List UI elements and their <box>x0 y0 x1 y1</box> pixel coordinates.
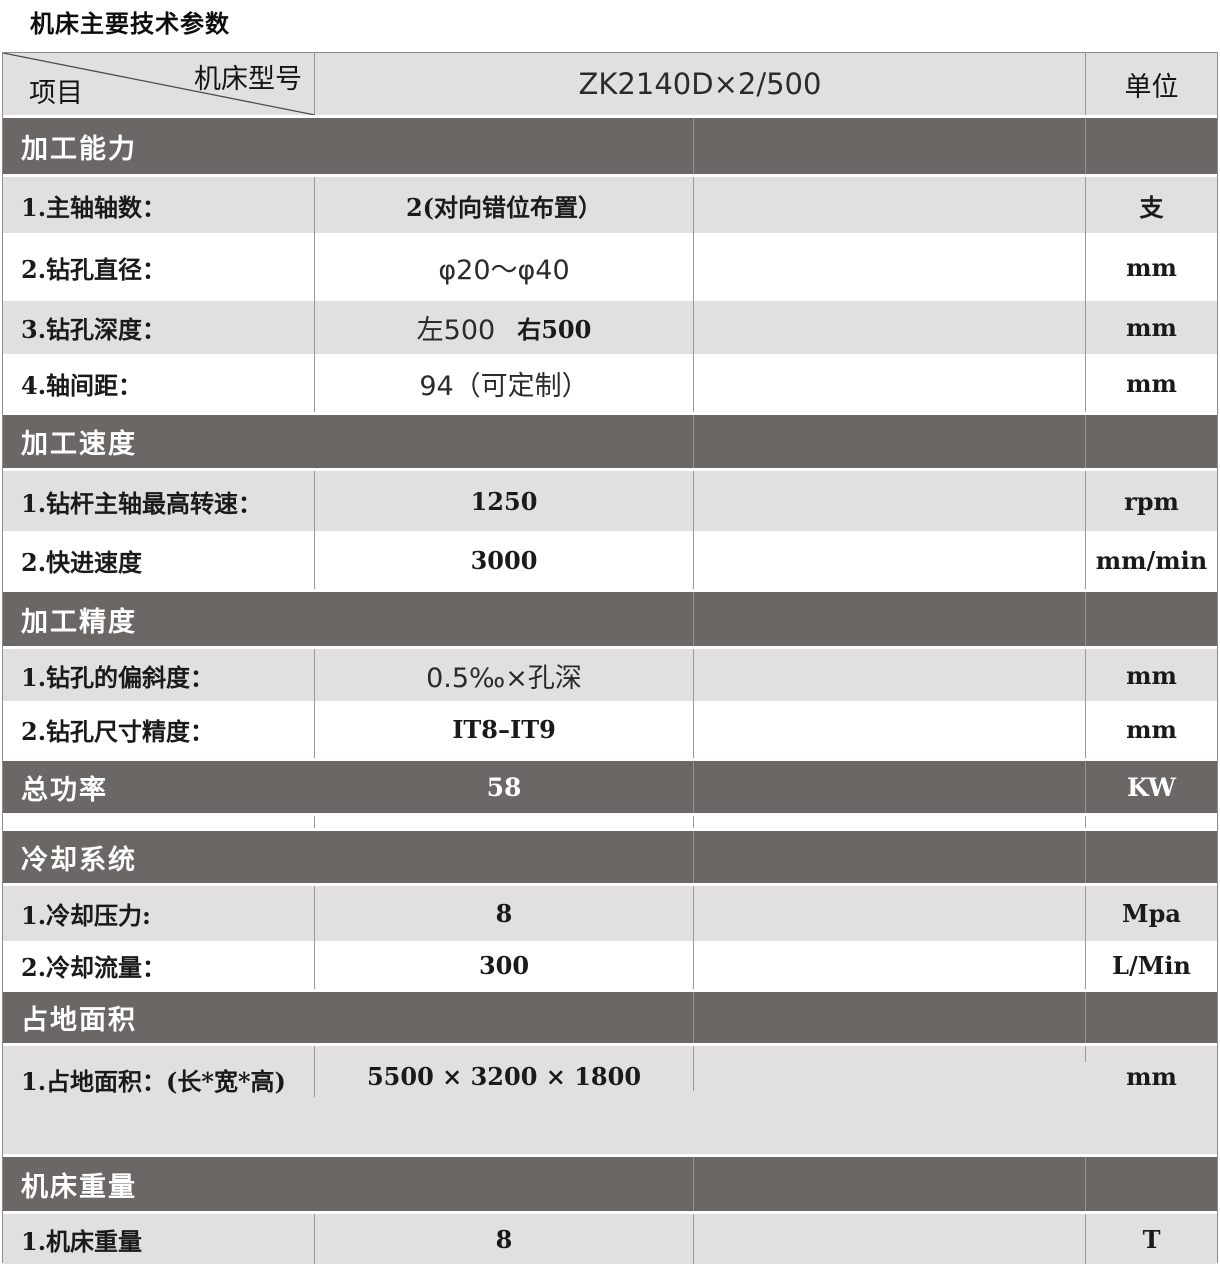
row-value: 2(对向错位布置） <box>315 177 694 233</box>
row-unit: mm <box>1126 715 1177 744</box>
band-label: 加工精度 <box>21 606 137 638</box>
row-label: 1.占地面积：(长*宽*高) <box>3 1046 315 1097</box>
row-value: 左500 右500 <box>315 301 694 354</box>
row-unit: mm <box>1126 660 1177 690</box>
table-row: 1.钻杆主轴最高转速： 1250 rpm <box>3 471 1217 531</box>
row-label: 1.冷却压力: <box>3 886 315 941</box>
row-label: 1.钻杆主轴最高转速： <box>3 471 315 531</box>
header-diagonal-cell: 机床型号 项目 <box>3 53 315 115</box>
header-unit-label: 单位 <box>1124 71 1179 103</box>
row-value: 5500 × 3200 × 1800 <box>315 1046 694 1091</box>
page-title: 机床主要技术参数 <box>30 10 230 38</box>
band-label: 加工速度 <box>21 429 137 460</box>
table-row: 3.钻孔深度： 左500 右500 mm <box>3 301 1217 354</box>
row-unit: mm <box>1126 313 1177 342</box>
row-value-right: 右500 <box>517 315 592 344</box>
row-value: 0.5‰×孔深 <box>315 649 694 701</box>
band-machining-capacity: 加工能力 <box>3 115 1217 177</box>
table-row: 4.轴间距： 94（可定制） mm <box>3 354 1217 412</box>
band-label: 占地面积 <box>21 1005 137 1036</box>
table-row: 1.钻孔的偏斜度： 0.5‰×孔深 mm <box>3 649 1217 701</box>
row-value: 300 <box>315 941 694 989</box>
band-floor-space: 占地面积 <box>3 989 1217 1046</box>
row-label: 3.钻孔深度： <box>3 301 315 354</box>
row-value: IT8–IT9 <box>315 701 694 758</box>
band-label: 机床重量 <box>21 1171 137 1203</box>
band-unit: KW <box>1127 772 1176 802</box>
row-unit: mm/min <box>1095 545 1208 575</box>
band-cooling-system: 冷却系统 <box>3 828 1217 886</box>
header-machine-model-label: 机床型号 <box>194 64 302 95</box>
band-label: 冷却系统 <box>21 844 137 876</box>
diagonal-line <box>3 53 315 115</box>
row-value: 8 <box>315 1214 694 1264</box>
row-value: φ20～φ40 <box>315 233 694 301</box>
band-value: 58 <box>315 761 694 813</box>
band-machining-accuracy: 加工精度 <box>3 589 1217 649</box>
row-unit: 支 <box>1139 192 1164 222</box>
row-label: 1.主轴轴数： <box>3 177 315 233</box>
table-spacer <box>3 816 1217 828</box>
band-total-power: 总功率 58 KW <box>3 758 1217 816</box>
row-unit: mm <box>1126 368 1177 398</box>
row-unit: T <box>1142 1224 1161 1254</box>
row-value: 3000 <box>315 531 694 589</box>
row-unit: rpm <box>1124 486 1179 516</box>
row-label: 2.钻孔尺寸精度： <box>3 701 315 758</box>
row-value: 8 <box>315 886 694 941</box>
row-label: 2.快进速度 <box>3 531 315 589</box>
table-row: 1.主轴轴数： 2(对向错位布置） 支 <box>3 177 1217 233</box>
row-label: 1.钻孔的偏斜度： <box>3 649 315 701</box>
table-row: 1.冷却压力: 8 Mpa <box>3 886 1217 941</box>
band-label: 总功率 <box>21 774 108 806</box>
table-row: 2.冷却流量： 300 L/Min <box>3 941 1217 989</box>
table-row: 2.钻孔尺寸精度： IT8–IT9 mm <box>3 701 1217 758</box>
table-row: 1.机床重量 8 T <box>3 1214 1217 1264</box>
table-row: 2.钻孔直径： φ20～φ40 mm <box>3 233 1217 301</box>
row-label: 1.机床重量 <box>3 1214 315 1264</box>
row-unit: mm <box>1126 1062 1177 1091</box>
row-label: 2.冷却流量： <box>3 941 315 989</box>
header-item-label: 项目 <box>29 78 83 109</box>
header-model-number: ZK2140D×2/500 <box>315 53 1086 115</box>
row-value-left: 左500 <box>416 315 496 346</box>
row-unit: L/Min <box>1112 950 1191 980</box>
band-label: 加工能力 <box>21 133 137 165</box>
band-machining-speed: 加工速度 <box>3 412 1217 471</box>
row-value: 94（可定制） <box>315 354 694 412</box>
table-row: 2.快进速度 3000 mm/min <box>3 531 1217 589</box>
table-header-row: 机床型号 项目 ZK2140D×2/500 单位 <box>3 53 1217 115</box>
row-unit: mm <box>1126 252 1177 282</box>
band-machine-weight: 机床重量 <box>3 1154 1217 1214</box>
row-unit: Mpa <box>1122 899 1181 928</box>
spec-table: 机床型号 项目 ZK2140D×2/500 单位 加工能力 1.主轴轴数： 2(… <box>2 52 1218 1264</box>
table-row: 1.占地面积：(长*宽*高) 5500 × 3200 × 1800 mm <box>3 1046 1217 1154</box>
row-label: 4.轴间距： <box>3 354 315 412</box>
row-label: 2.钻孔直径： <box>3 233 315 301</box>
row-value: 1250 <box>315 471 694 531</box>
